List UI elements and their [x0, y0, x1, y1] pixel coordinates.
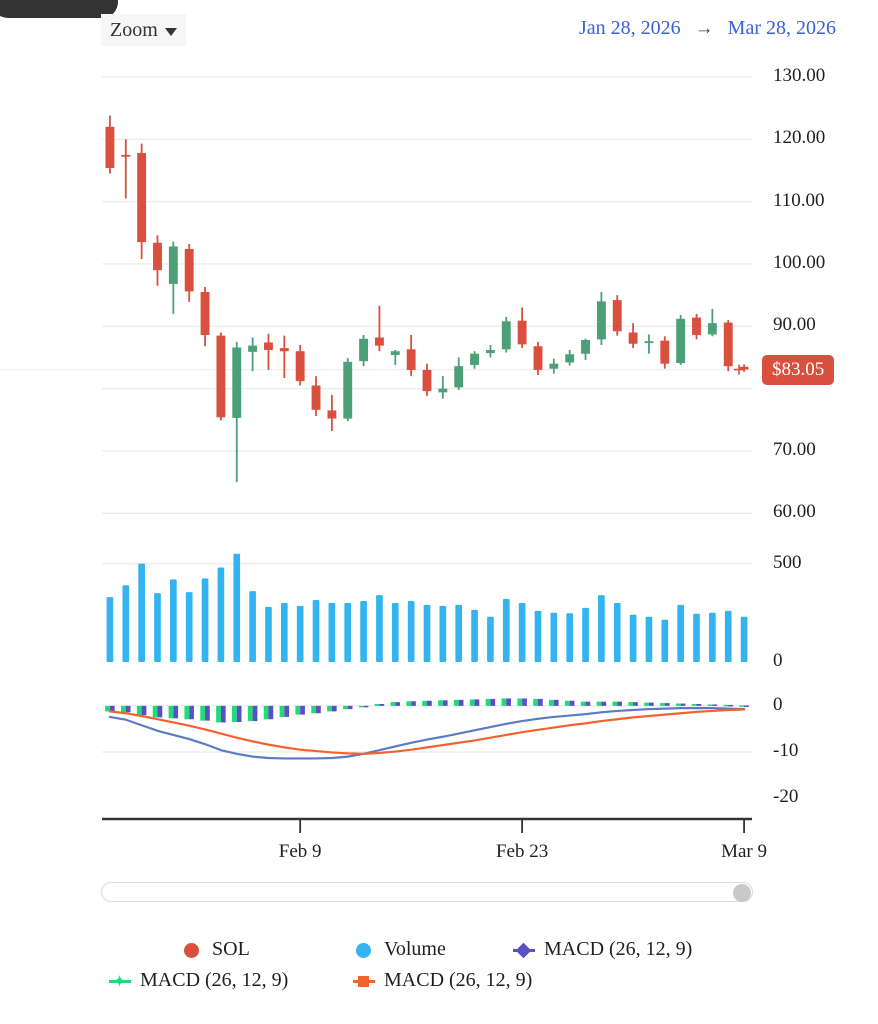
legend-item-1[interactable]: Volume [353, 938, 513, 961]
legend-circle-icon [181, 941, 203, 959]
x-axis-tick-feb-9: Feb 9 [278, 841, 322, 862]
circle-icon [356, 942, 371, 958]
date-range-selector: Jan 28, 2026 → Mar 28, 2026 [579, 17, 836, 40]
volume-axis-tick-0: 0 [773, 650, 783, 671]
price-axis-tick-60-00: 60.00 [773, 501, 816, 523]
legend-item-0[interactable]: SOL [101, 938, 353, 961]
x-axis-tick-feb-23: Feb 23 [495, 841, 549, 862]
price-axis-tick-70-00: 70.00 [773, 438, 816, 460]
camera-notch-icon [0, 0, 118, 18]
macd-axis-tick-neg10: -10 [773, 740, 799, 761]
range-start-date[interactable]: Jan 28, 2026 [579, 17, 681, 39]
circle-icon [184, 942, 199, 958]
price-axis-tick-120-00: 120.00 [773, 127, 826, 149]
legend-item-4[interactable]: MACD (26, 12, 9) [353, 969, 532, 992]
legend-item-label: MACD (26, 12, 9) [140, 969, 289, 991]
price-axis-tick-90-00: 90.00 [773, 314, 816, 336]
legend-item-label: MACD (26, 12, 9) [384, 969, 533, 991]
arrow-right-icon: → [694, 17, 714, 39]
x-axis-tick-mar-9: Mar 9 [721, 841, 768, 862]
zoom-dropdown-button[interactable]: Zoom [101, 14, 186, 46]
legend-line-star-icon: ✦ [109, 972, 131, 990]
star-icon: ✦ [112, 971, 127, 991]
range-end-date[interactable]: Mar 28, 2026 [727, 17, 836, 39]
legend-line-square-icon [353, 972, 375, 990]
price-axis-tick-100-00: 100.00 [773, 251, 826, 273]
legend-line-diamond-icon [513, 941, 535, 959]
legend-item-label: MACD (26, 12, 9) [544, 938, 693, 960]
chart-toolbar: Zoom Jan 28, 2026 → Mar 28, 2026 [0, 14, 878, 50]
legend-item-3[interactable]: ✦ MACD (26, 12, 9) [101, 969, 353, 992]
price-axis-tick-110-00: 110.00 [773, 189, 825, 211]
macd-axis-tick-neg20: -20 [773, 786, 799, 808]
line-icon [109, 979, 131, 983]
volume-axis-tick-500: 500 [773, 551, 802, 573]
macd-axis-tick-0: 0 [773, 693, 783, 715]
zoom-dropdown-label: Zoom [110, 19, 158, 41]
legend-item-label: SOL [212, 938, 250, 960]
square-icon [358, 975, 369, 987]
price-axis-tick-130-00: 130.00 [773, 64, 826, 86]
chevron-down-icon [164, 27, 177, 36]
legend-circle-icon [353, 941, 375, 959]
diamond-icon [515, 942, 532, 958]
chart-legend: SOL Volume MACD (26, 12, 9) ✦ MACD (26, 12, … [101, 938, 801, 992]
chart-range-scrollbar[interactable] [101, 882, 753, 902]
legend-item-2[interactable]: MACD (26, 12, 9) [513, 938, 733, 961]
chart-range-scrollbar-thumb[interactable] [733, 884, 751, 902]
legend-item-label: Volume [384, 938, 446, 960]
current-price-badge: $83.05 [762, 354, 835, 386]
